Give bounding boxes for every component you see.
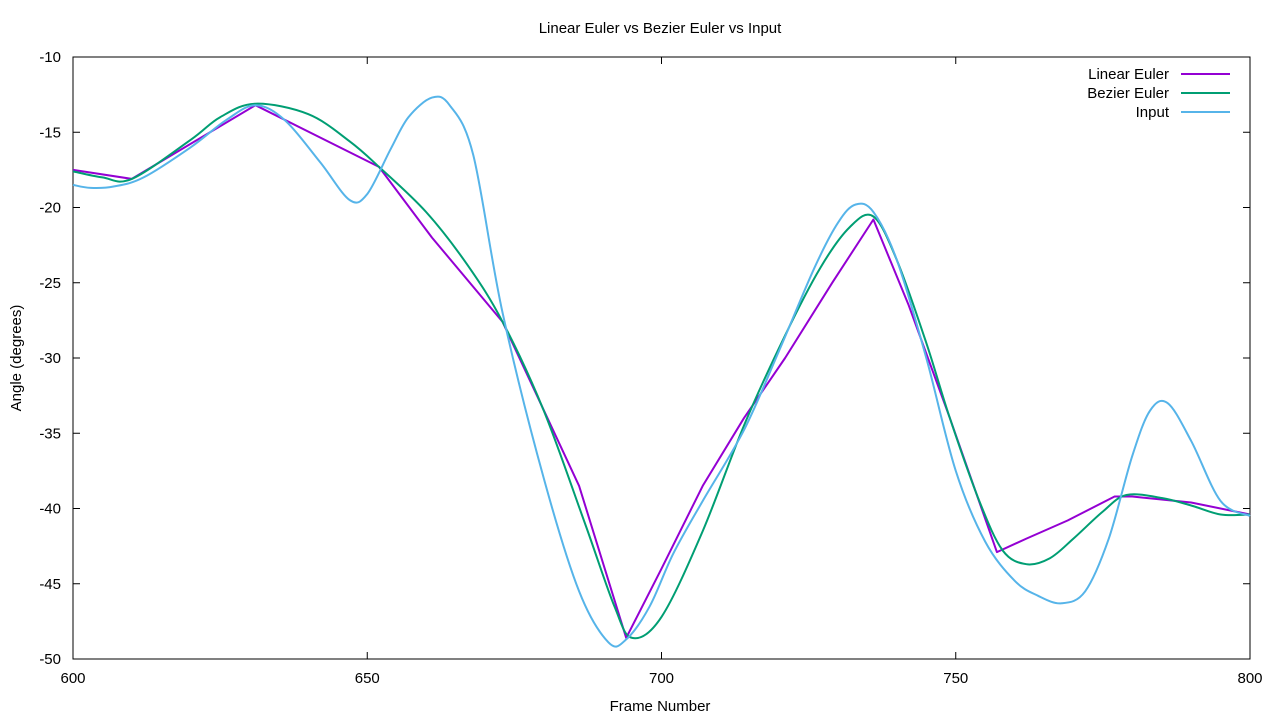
x-tick-label: 650	[355, 670, 380, 687]
y-tick-label: -30	[39, 350, 61, 367]
y-tick-label: -15	[39, 124, 61, 141]
series-lines	[72, 95, 1251, 648]
y-tick-label: -40	[39, 501, 61, 518]
legend: Linear Euler Bezier Euler Input	[1087, 66, 1230, 121]
y-tick-label: -20	[39, 200, 61, 217]
y-tick-label: -35	[39, 425, 61, 442]
bezier-euler-line	[72, 102, 1251, 640]
y-tick-label: -25	[39, 275, 61, 292]
y-axis-label: Angle (degrees)	[8, 305, 25, 412]
linear-euler-line	[72, 104, 1251, 639]
y-tick-label: -50	[39, 651, 61, 668]
chart-title: Linear Euler vs Bezier Euler vs Input	[539, 20, 782, 37]
legend-label: Linear Euler	[1088, 66, 1169, 83]
x-tick-label: 600	[60, 670, 85, 687]
y-tick-label: -45	[39, 576, 61, 593]
legend-label: Bezier Euler	[1087, 85, 1169, 102]
legend-label: Input	[1136, 104, 1170, 121]
axis-ticks: 600 650 700 750 800 -10 -15 -20 -25 -30 -35 -40 -45 -…	[39, 49, 1262, 687]
legend-item-input: Input	[1136, 104, 1230, 121]
legend-item-linear-euler: Linear Euler	[1088, 66, 1230, 83]
x-tick-label: 800	[1237, 670, 1262, 687]
x-tick-label: 700	[649, 670, 674, 687]
x-axis-label: Frame Number	[610, 698, 711, 715]
legend-item-bezier-euler: Bezier Euler	[1087, 85, 1230, 102]
y-tick-label: -10	[39, 49, 61, 66]
x-tick-label: 750	[943, 670, 968, 687]
input-line	[72, 95, 1251, 648]
